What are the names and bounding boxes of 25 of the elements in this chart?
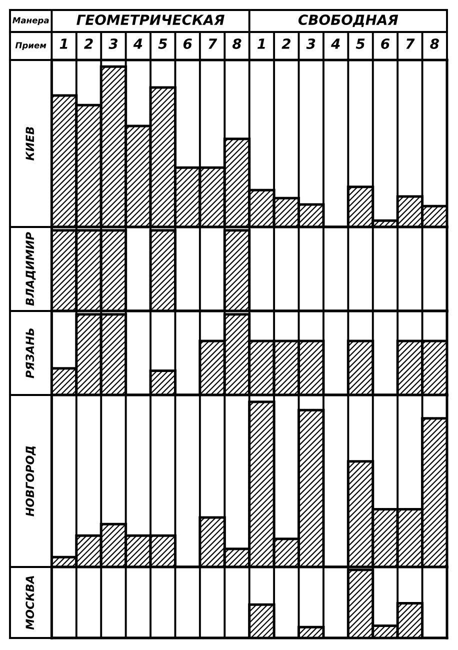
x-tick-label: 7	[208, 38, 218, 49]
x-tick-label: 6	[381, 38, 390, 49]
x-tick-label: 5	[356, 38, 365, 49]
x-tick-label: 7	[406, 38, 415, 49]
y-axis-title: МОСКВА	[26, 576, 34, 630]
x-tick-label: 6	[183, 38, 192, 49]
x-axis-title: Прием	[15, 42, 46, 50]
y-axis-title: РЯЗАНЬ	[26, 328, 34, 378]
y-axis-title: КИЕВ	[26, 126, 34, 160]
x-tick-label: 4	[330, 38, 340, 49]
x-tick-label: 5	[158, 38, 167, 49]
x-tick-label: 3	[306, 38, 316, 49]
x-tick-label: 4	[133, 38, 142, 49]
text: Манера	[12, 17, 49, 26]
x-tick-label: 8	[232, 38, 242, 49]
y-axis-title: ВЛАДИМИР	[26, 232, 36, 306]
x-tick-label: 1	[257, 38, 265, 49]
x-tick-label: 2	[282, 38, 290, 49]
text: ГЕОМЕТРИЧЕСКАЯ	[76, 14, 224, 26]
x-tick-label: 2	[84, 38, 93, 49]
x-tick-label: 8	[430, 38, 439, 49]
text: СВОБОДНАЯ	[298, 14, 398, 28]
x-tick-label: 3	[108, 38, 118, 49]
x-tick-label: 1	[60, 38, 68, 49]
y-axis-title: НОВГОРОД	[26, 446, 36, 516]
